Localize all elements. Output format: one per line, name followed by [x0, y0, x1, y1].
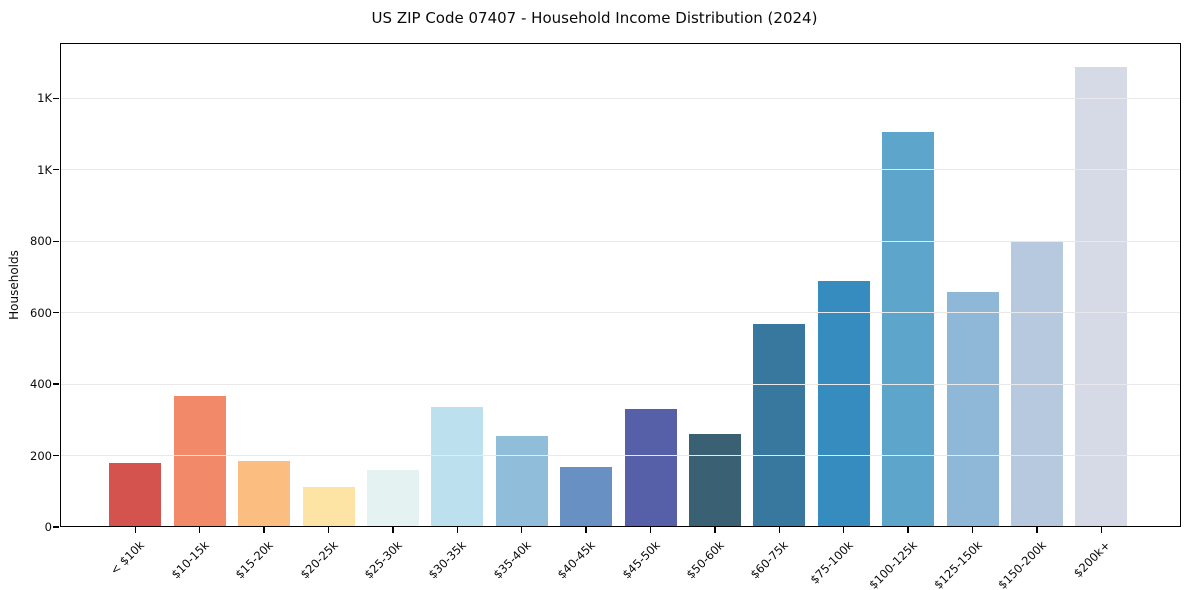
- y-tick-mark: [53, 526, 59, 528]
- x-tick-mark: [907, 527, 909, 533]
- x-tick-mark: [521, 527, 523, 533]
- x-tick-label: < $10k: [107, 538, 148, 578]
- bar-$100-125k: [882, 132, 935, 527]
- x-tick-mark: [1100, 527, 1102, 533]
- y-tick-label: 600: [30, 305, 52, 320]
- x-tick-mark: [1036, 527, 1038, 533]
- gridline: [60, 312, 1181, 314]
- x-tick-mark: [392, 527, 394, 533]
- gridline: [60, 383, 1181, 385]
- gridline: [60, 455, 1181, 457]
- x-tick-mark: [199, 527, 201, 533]
- x-tick-mark: [649, 527, 652, 533]
- y-tick-label: 1K: [37, 162, 52, 177]
- y-tick-label: 800: [30, 234, 52, 249]
- y-tick-mark: [53, 97, 59, 100]
- bar-$60-75k: [753, 324, 806, 527]
- gridline: [60, 169, 1181, 171]
- bar-$25-30k: [366, 469, 419, 527]
- chart-title: US ZIP Code 07407 - Household Income Dis…: [371, 9, 818, 27]
- bar-$50-60k: [688, 434, 741, 527]
- bar-$30-35k: [431, 406, 484, 527]
- y-tick-label: 1K: [37, 91, 52, 106]
- y-tick-mark: [53, 454, 59, 457]
- gridline: [60, 97, 1181, 99]
- x-tick-mark: [263, 527, 265, 533]
- bar-<$10k: [109, 462, 162, 527]
- bar-$15-20k: [238, 460, 291, 527]
- x-tick-mark: [843, 527, 845, 533]
- y-tick-label: 400: [30, 377, 52, 392]
- gridline: [60, 240, 1181, 242]
- x-tick-mark: [778, 527, 780, 533]
- x-tick-mark: [456, 527, 458, 533]
- x-tick-mark: [971, 527, 974, 533]
- y-tick-label: 0: [44, 520, 52, 534]
- bar-$10-15k: [173, 395, 226, 527]
- x-tick-mark: [134, 527, 136, 533]
- x-tick-mark: [327, 527, 330, 533]
- y-tick-mark: [53, 383, 59, 385]
- plot-area: 0 200 400 600 800 1K 1K < $10k $10-15k $15-20k $20…: [30, 43, 1181, 590]
- bar-$200k+: [1075, 67, 1128, 527]
- bar-$75-100k: [817, 280, 870, 527]
- y-tick-label: 200: [30, 448, 52, 463]
- bar-$45-50k: [624, 409, 677, 527]
- y-tick-mark: [53, 169, 59, 171]
- y-tick-mark: [53, 311, 59, 314]
- bar-$35-40k: [495, 435, 548, 527]
- bar-$125-150k: [946, 291, 999, 527]
- bar-$40-45k: [560, 466, 613, 527]
- y-tick-mark: [53, 240, 59, 242]
- x-tick-mark: [585, 527, 587, 533]
- bar-$20-25k: [302, 487, 355, 527]
- x-tick-mark: [714, 527, 716, 533]
